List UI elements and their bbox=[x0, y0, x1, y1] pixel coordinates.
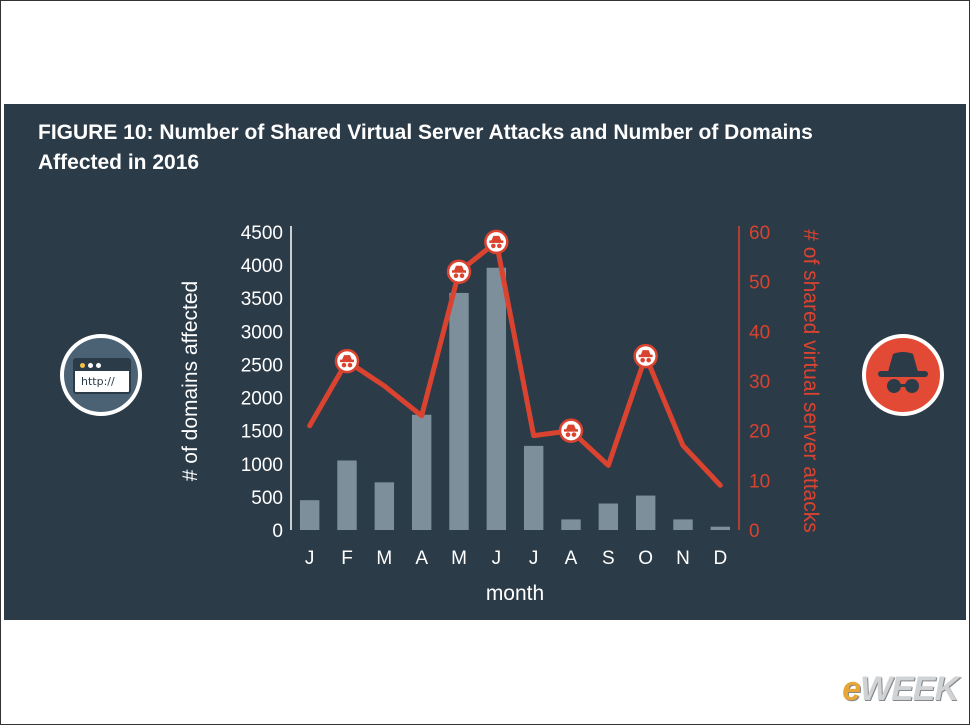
right-tick-label: 10 bbox=[749, 471, 770, 492]
marker-hat bbox=[566, 424, 576, 430]
marker-hat bbox=[454, 265, 464, 271]
bar bbox=[486, 267, 507, 530]
x-tick-label: M bbox=[376, 548, 392, 569]
right-tick-label: 20 bbox=[749, 422, 770, 443]
left-tick-label: 3000 bbox=[241, 322, 283, 343]
eweek-logo: eWEEK bbox=[842, 670, 959, 708]
spy-graphic bbox=[878, 352, 928, 393]
x-tick-label: J bbox=[529, 548, 539, 569]
x-tick-label: S bbox=[602, 548, 615, 569]
x-tick-label: O bbox=[638, 548, 653, 569]
left-tick-label: 3500 bbox=[241, 289, 283, 310]
right-tick-label: 40 bbox=[749, 322, 770, 343]
dot-icon bbox=[80, 363, 85, 368]
x-tick-label: A bbox=[415, 548, 428, 569]
url-text: http:// bbox=[81, 375, 115, 388]
left-tick-label: 1500 bbox=[241, 422, 283, 443]
figure-title: FIGURE 10: Number of Shared Virtual Serv… bbox=[38, 121, 813, 174]
left-tick-label: 2500 bbox=[241, 355, 283, 376]
incognito-spy-icon bbox=[862, 334, 944, 416]
left-tick-label: 2000 bbox=[241, 389, 283, 410]
marker-lens bbox=[565, 432, 571, 437]
bar bbox=[337, 460, 357, 530]
dot-icon bbox=[96, 363, 101, 368]
bar bbox=[299, 500, 320, 530]
x-tick-label: A bbox=[565, 548, 578, 569]
left-tick-label: 500 bbox=[251, 488, 283, 509]
bar bbox=[673, 519, 693, 530]
marker-lens bbox=[491, 243, 496, 249]
marker-brim bbox=[638, 354, 653, 358]
bar bbox=[411, 414, 432, 530]
marker-lens bbox=[640, 357, 645, 363]
marker-brim bbox=[452, 270, 466, 273]
bar bbox=[598, 503, 619, 530]
x-axis-title: month bbox=[486, 582, 544, 605]
marker-lens bbox=[497, 243, 502, 249]
left-tick-label: 4500 bbox=[241, 223, 283, 244]
browser-window-icon: http:// bbox=[60, 334, 142, 416]
bar bbox=[523, 445, 544, 530]
x-tick-label: J bbox=[305, 548, 315, 569]
left-tick-label: 1000 bbox=[241, 455, 283, 476]
attacks-line bbox=[307, 239, 723, 488]
x-tick-label: D bbox=[713, 548, 727, 569]
browser-graphic: http:// bbox=[73, 358, 131, 394]
marker-lens bbox=[453, 273, 459, 279]
marker-hat bbox=[342, 355, 352, 361]
marker-hat bbox=[491, 235, 502, 241]
bar bbox=[374, 482, 395, 530]
bar bbox=[561, 519, 581, 530]
marker-lens bbox=[459, 273, 465, 279]
x-tick-label: M bbox=[451, 548, 467, 569]
left-tick-label: 4000 bbox=[241, 256, 283, 277]
right-axis-title: # of shared virtual server attacks bbox=[799, 229, 822, 532]
marker-brim bbox=[564, 429, 578, 432]
right-tick-label: 60 bbox=[749, 223, 770, 244]
marker-hat bbox=[640, 350, 651, 356]
right-tick-label: 50 bbox=[749, 273, 770, 294]
marker-lens bbox=[341, 362, 347, 368]
marker-brim bbox=[340, 359, 354, 363]
left-axis-title: # of domains affected bbox=[179, 281, 202, 481]
marker-lens bbox=[571, 432, 577, 437]
right-tick-label: 0 bbox=[749, 521, 760, 542]
x-tick-label: F bbox=[341, 548, 353, 569]
left-tick-label: 0 bbox=[272, 521, 283, 542]
bar bbox=[635, 495, 656, 530]
marker-lens bbox=[646, 357, 651, 363]
right-tick-label: 30 bbox=[749, 372, 770, 393]
x-tick-label: N bbox=[676, 548, 690, 569]
bar bbox=[710, 526, 731, 530]
chart-svg: 0 500 1000 1500 2000 2500 3000 3500 4000 4500 0 10 2… bbox=[179, 223, 822, 605]
marker-brim bbox=[489, 240, 504, 243]
marker-lens bbox=[347, 362, 353, 368]
figure-panel: FIGURE 10: Number of Shared Virtual Serv… bbox=[4, 104, 966, 620]
x-tick-label: J bbox=[492, 548, 502, 569]
bar bbox=[449, 292, 469, 530]
dot-icon bbox=[88, 363, 93, 368]
